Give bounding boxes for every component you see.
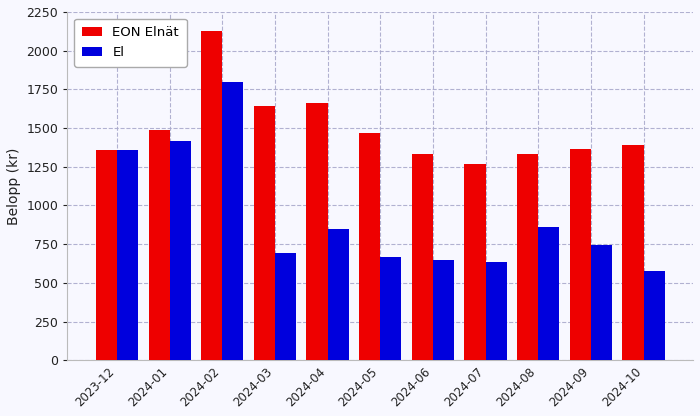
- Bar: [465, 164, 486, 360]
- Bar: [328, 230, 349, 360]
- Bar: [643, 271, 664, 360]
- Bar: [96, 150, 117, 360]
- Y-axis label: Belopp (kr): Belopp (kr): [7, 147, 21, 225]
- Bar: [169, 141, 190, 360]
- Bar: [517, 154, 538, 360]
- Bar: [275, 253, 296, 360]
- Bar: [117, 151, 138, 360]
- Bar: [201, 30, 222, 360]
- Bar: [433, 260, 454, 360]
- Bar: [486, 262, 507, 360]
- Bar: [148, 130, 169, 360]
- Bar: [222, 82, 244, 360]
- Bar: [412, 154, 433, 360]
- Bar: [538, 227, 559, 360]
- Bar: [570, 149, 591, 360]
- Bar: [380, 258, 401, 360]
- Bar: [622, 145, 643, 360]
- Bar: [591, 245, 612, 360]
- Bar: [307, 103, 328, 360]
- Bar: [359, 133, 380, 360]
- Legend: EON Elnät, El: EON Elnät, El: [74, 19, 187, 67]
- Bar: [254, 106, 275, 360]
